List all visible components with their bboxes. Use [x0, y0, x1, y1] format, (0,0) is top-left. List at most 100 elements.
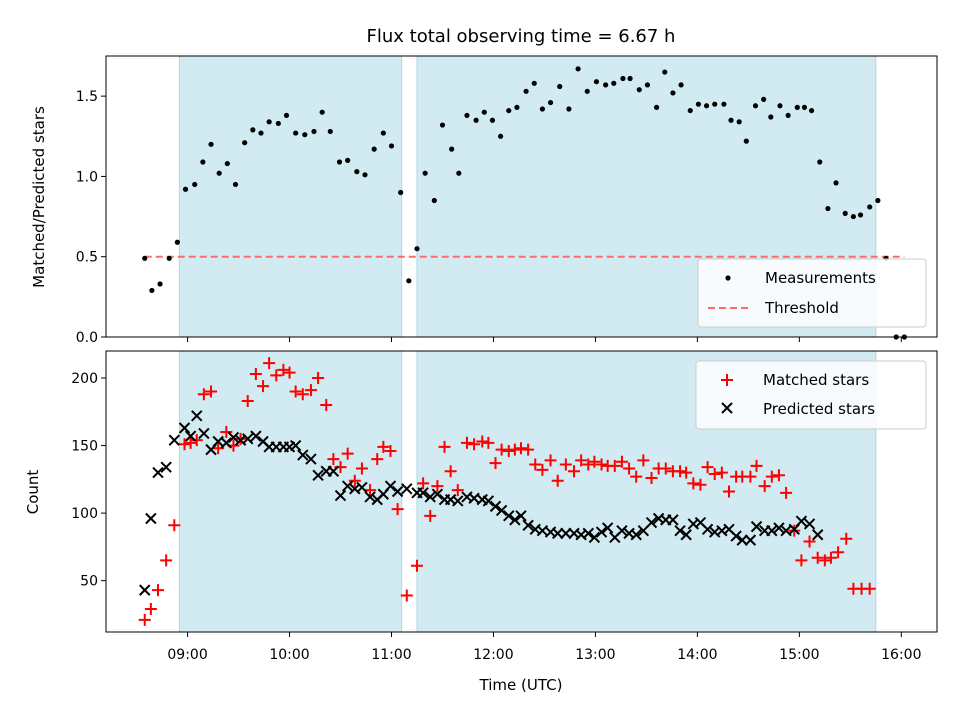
measurement-point [752, 103, 759, 109]
matched-star-point [780, 486, 793, 499]
x-tick-label: 16:00 [881, 647, 921, 663]
measurement-point [166, 255, 172, 261]
matched-star-point [355, 462, 368, 475]
measurement-point [736, 119, 742, 125]
measurement-point [825, 205, 831, 212]
matched-star-point [514, 442, 527, 455]
measurement-point [777, 103, 783, 109]
matched-star-point [184, 436, 197, 449]
matched-star-point [608, 459, 621, 472]
measurement-point [302, 132, 308, 138]
matched-star-point [263, 357, 276, 370]
matched-star-point [417, 477, 430, 490]
matched-star-point [152, 584, 165, 597]
measurement-point [481, 109, 487, 115]
matched-star-point [424, 509, 437, 522]
predicted-star-point [334, 489, 347, 502]
measurement-point [311, 128, 317, 135]
measurement-point [456, 170, 462, 176]
predicted-star-point [803, 518, 816, 530]
matched-star-point [178, 438, 191, 451]
measurement-point [232, 181, 239, 188]
measurement-point [557, 83, 563, 90]
measurement-point [149, 287, 155, 294]
matched-star-point [205, 385, 218, 398]
matched-star-point [863, 582, 876, 595]
matched-star-point [144, 603, 157, 616]
matched-star-point [529, 458, 542, 471]
measurement-point [336, 159, 343, 165]
matched-star-point [559, 458, 572, 471]
measurement-point [833, 180, 839, 186]
measurement-point [875, 197, 881, 204]
measurement-point [354, 169, 360, 175]
measurement-point [817, 159, 823, 165]
y-tick-label: 50 [80, 574, 98, 590]
x-tick-label: 09:00 [167, 647, 207, 663]
measurement-point [497, 133, 504, 139]
measurement-point [761, 96, 767, 102]
matched-star-point [502, 444, 515, 457]
measurement-point [283, 112, 290, 119]
measurement-point [627, 75, 633, 82]
predicted-star-point [220, 437, 233, 449]
measurement-point [216, 170, 222, 176]
measurement-point [293, 130, 299, 136]
y-tick-label: 1.5 [76, 89, 98, 105]
top-panel: 0.0 0.5 1.0 1.5 Matched/Predicted stars Mea… [30, 55, 938, 346]
measurement-point [703, 103, 710, 109]
matched-star-point [270, 369, 283, 382]
measurement-point [712, 101, 718, 107]
matched-star-point [160, 554, 173, 567]
matched-star-point [623, 462, 636, 475]
measurement-point [514, 104, 520, 110]
measurement-point [644, 82, 651, 88]
matched-star-point [249, 367, 262, 380]
predicted-star-point [152, 466, 164, 479]
predicted-star-point [582, 527, 594, 540]
predicted-star-point [645, 516, 658, 529]
measurement-point [208, 141, 214, 147]
measurement-point [728, 117, 734, 123]
measurement-point [670, 90, 676, 96]
predicted-star-point [595, 526, 608, 538]
measurement-point [768, 114, 774, 120]
top-axes-frame [105, 55, 938, 338]
measurement-point [662, 69, 668, 75]
measurement-points [142, 66, 907, 340]
x-tick-label: 12:00 [473, 647, 513, 663]
matched-star-point [772, 469, 785, 482]
measurement-point [362, 172, 368, 178]
measurement-point [439, 122, 446, 128]
matched-star-point [615, 455, 628, 468]
measurement-point [695, 101, 702, 107]
predicted-star-point [560, 527, 572, 540]
predicted-star-point [364, 491, 376, 503]
bottom-axes-frame [105, 350, 938, 633]
predicted-star-point [312, 469, 324, 481]
measurement-point [398, 189, 404, 196]
predicted-star-point [184, 430, 197, 442]
measurement-point [345, 157, 351, 163]
matched-star-point [168, 519, 181, 532]
measurement-point [603, 82, 609, 88]
x-tick-label: 11:00 [371, 647, 411, 663]
predicted-star-point [509, 514, 521, 526]
predicted-star-point [750, 520, 763, 533]
predicted-star-point [680, 529, 692, 541]
legend-measurements-marker [725, 275, 731, 281]
legend-threshold-label: Threshold [764, 299, 839, 317]
matched-star-point [795, 554, 808, 567]
legend-matched-marker [721, 374, 733, 386]
matched-star-point [582, 458, 595, 471]
measurement-point [157, 281, 163, 287]
matched-star-point [220, 426, 233, 439]
predicted-star-point [482, 495, 495, 507]
measurement-point [275, 120, 281, 127]
measurement-point [506, 107, 512, 114]
matched-star-point [460, 436, 473, 449]
matched-star-point [588, 455, 601, 468]
x-tick-label: 10:00 [269, 647, 309, 663]
measurement-point [182, 186, 189, 192]
measurement-point [250, 127, 256, 133]
